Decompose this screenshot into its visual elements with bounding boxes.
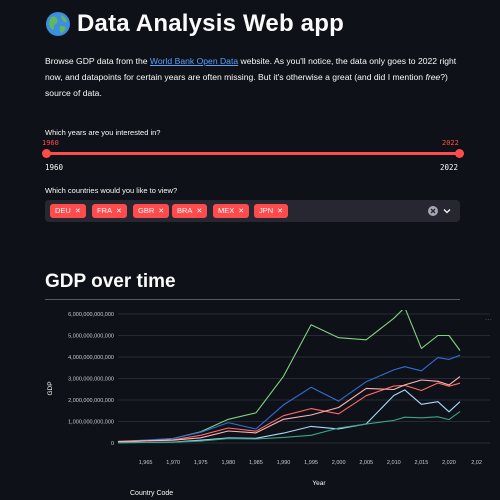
- x-tick-label: 1,980: [221, 460, 235, 466]
- gdp-line-chart[interactable]: 0 1,000,000,000,000 2,000,000,000,000 3,000…: [40, 310, 500, 490]
- series-line: [117, 354, 461, 443]
- remove-tag-icon[interactable]: ✕: [238, 208, 245, 215]
- x-axis-label: Year: [312, 480, 326, 487]
- slider-max-label: 2022: [440, 163, 459, 172]
- series-line: [117, 376, 461, 442]
- remove-tag-icon[interactable]: ✕: [158, 208, 165, 215]
- x-tick-label: 1,995: [304, 460, 318, 466]
- country-tag[interactable]: BRA ✕: [172, 204, 208, 218]
- remove-tag-icon[interactable]: ✕: [196, 208, 203, 215]
- year-slider-label: Which years are you interested in?: [45, 128, 161, 137]
- series-line: [117, 389, 461, 444]
- globe-icon: [46, 12, 70, 36]
- remove-tag-icon[interactable]: ✕: [277, 208, 284, 215]
- country-tag[interactable]: GBR ✕: [133, 204, 170, 218]
- page-title-text: Data Analysis Web app: [77, 10, 344, 37]
- chevron-down-icon[interactable]: [442, 206, 452, 216]
- section-divider: [45, 299, 460, 300]
- remove-tag-icon[interactable]: ✕: [116, 208, 122, 215]
- slider-high-value: 2022: [442, 139, 459, 147]
- country-multiselect[interactable]: DEU ✕ FRA ✕ GBR ✕ BRA ✕ MEX ✕ JPN ✕: [45, 200, 460, 222]
- slider-low-value: 1960: [42, 139, 59, 147]
- country-tag[interactable]: MEX ✕: [213, 204, 250, 218]
- country-tag[interactable]: JPN ✕: [254, 204, 289, 218]
- y-tick-label: 5,000,000,000,000: [68, 334, 114, 340]
- clear-all-icon[interactable]: [428, 206, 438, 216]
- year-slider-low-thumb[interactable]: [42, 149, 51, 158]
- x-tick-label: 2,015: [415, 460, 429, 466]
- y-tick-label: 2,000,000,000,000: [68, 398, 114, 404]
- y-tick-label: 0: [111, 441, 114, 447]
- series-line: [117, 310, 461, 443]
- x-tick-label: 1,990: [277, 460, 291, 466]
- series-line: [117, 411, 461, 444]
- page-title: Data Analysis Web app: [45, 10, 344, 38]
- x-tick-label: 1,975: [194, 460, 208, 466]
- remove-tag-icon[interactable]: ✕: [74, 208, 81, 215]
- country-tag[interactable]: DEU ✕: [50, 204, 86, 218]
- x-tick-label: 1,965: [139, 460, 153, 466]
- y-tick-label: 4,000,000,000,000: [68, 355, 114, 361]
- y-tick-label: 6,000,000,000,000: [68, 312, 114, 318]
- y-tick-label: 3,000,000,000,000: [68, 377, 114, 383]
- section-title: GDP over time: [45, 271, 176, 292]
- world-bank-link[interactable]: World Bank Open Data: [149, 56, 239, 66]
- x-tick-label: 2,02: [471, 460, 482, 466]
- country-tag[interactable]: FRA ✕: [92, 204, 127, 218]
- year-slider-high-thumb[interactable]: [455, 149, 464, 158]
- legend-title: Country Code: [130, 490, 174, 497]
- x-tick-label: 1,970: [166, 460, 180, 466]
- y-tick-label: 1,000,000,000,000: [68, 420, 114, 426]
- country-select-label: Which countries would you like to view?: [45, 186, 178, 195]
- x-tick-label: 2,020: [442, 460, 456, 466]
- x-tick-label: 2,000: [332, 460, 346, 466]
- y-axis-label: GDP: [47, 381, 54, 395]
- year-slider-track[interactable]: [45, 152, 460, 155]
- x-tick-label: 2,010: [387, 460, 401, 466]
- series-line: [117, 382, 461, 443]
- more-options-icon: ⋯: [485, 317, 492, 324]
- x-tick-label: 1,985: [249, 460, 263, 466]
- intro-paragraph: Browse GDP data from the World Bank Open…: [45, 56, 457, 98]
- x-tick-label: 2,005: [359, 460, 373, 466]
- slider-min-label: 1960: [45, 163, 64, 172]
